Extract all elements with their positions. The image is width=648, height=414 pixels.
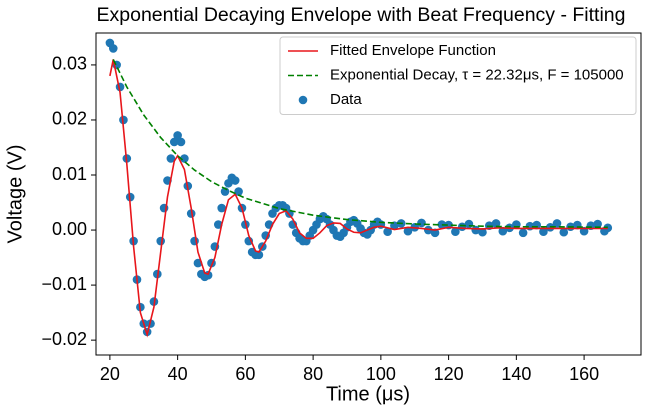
data-point (430, 228, 440, 238)
data-point (186, 209, 196, 218)
plot-frame (95, 32, 642, 356)
y-axis-label: Voltage (V) (4, 145, 26, 244)
y-tick-label: 0.02 (52, 109, 87, 129)
x-tick-label: 120 (434, 364, 464, 384)
x-tick-label: 140 (501, 364, 531, 384)
data-point (383, 227, 392, 237)
y-tick-label: −0.01 (41, 274, 87, 294)
data-point (108, 44, 118, 53)
legend-marker (298, 95, 308, 105)
data-point (539, 227, 548, 237)
data-point (173, 131, 182, 140)
x-tick-label: 100 (366, 364, 396, 384)
data-point (190, 236, 199, 246)
x-tick-label: 20 (100, 364, 120, 384)
legend-label: Exponential Decay, τ = 22.32μs, F = 1050… (330, 66, 624, 83)
data-point (156, 236, 165, 246)
data-point (176, 137, 186, 147)
y-tick-label: −0.02 (41, 329, 87, 349)
chart-title: Exponential Decaying Envelope with Beat … (97, 4, 626, 26)
x-axis-label: Time (μs) (326, 383, 410, 405)
data-point (417, 218, 426, 228)
data-point (423, 225, 433, 235)
data-point (518, 228, 528, 238)
data-point (451, 227, 460, 237)
data-point (478, 227, 487, 237)
data-point (552, 219, 562, 228)
series-line (112, 59, 608, 229)
data-point (559, 227, 569, 237)
legend-box (279, 36, 637, 115)
data-point (254, 250, 264, 260)
x-tick-label: 40 (168, 364, 188, 384)
data-point (491, 219, 501, 228)
y-tick-label: 0.01 (52, 164, 87, 184)
data-point (464, 219, 474, 229)
data-point (169, 137, 179, 147)
data-point (230, 176, 240, 185)
data-point (593, 219, 602, 229)
data-point (498, 226, 508, 236)
plot-area (105, 38, 613, 338)
x-tick-label: 160 (569, 364, 599, 384)
legend: Fitted Envelope Function Exponential Deca… (279, 36, 637, 115)
x-tick-label: 60 (235, 364, 255, 384)
legend-label: Data (330, 91, 362, 108)
y-tick-label: 0.00 (52, 219, 87, 239)
data-point (166, 154, 176, 163)
y-tick-label: 0.03 (52, 54, 87, 74)
data-point (403, 226, 413, 236)
x-tick-label: 80 (303, 364, 323, 384)
data-point (234, 187, 243, 196)
legend-label: Fitted Envelope Function (330, 42, 496, 59)
data-point (180, 154, 189, 163)
data-point (217, 203, 226, 213)
series-line (109, 59, 608, 338)
